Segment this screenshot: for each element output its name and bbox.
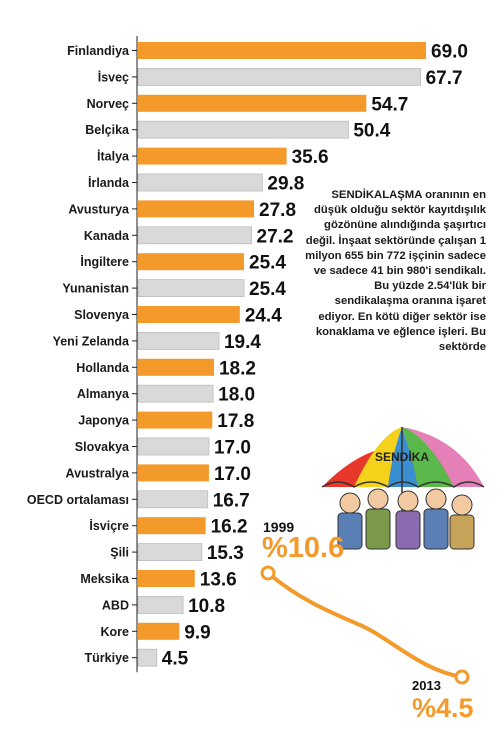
- value-label: 9.9: [184, 622, 210, 643]
- bar: [137, 68, 421, 86]
- category-label: Meksika: [80, 572, 130, 586]
- bar: [138, 622, 180, 640]
- value-label: 25.4: [249, 279, 286, 300]
- bar: [138, 570, 195, 587]
- annotation-text: SENDİKALAŞMA oranının en düşük olduğu se…: [300, 188, 486, 355]
- value-label: 50.4: [353, 121, 390, 142]
- bar: [137, 331, 220, 350]
- category-label: Avustralya: [66, 466, 131, 480]
- value-label: 67.7: [426, 68, 463, 89]
- bar: [137, 279, 245, 298]
- bar: [138, 200, 255, 218]
- bar: [138, 306, 240, 323]
- category-label: Norveç: [87, 97, 129, 111]
- value-label: 17.0: [214, 438, 251, 459]
- category-label: Türkiye: [85, 651, 130, 665]
- value-label: 15.3: [207, 543, 244, 564]
- category-label: Finlandiya: [67, 44, 130, 58]
- value-label: 54.7: [371, 94, 408, 115]
- bar: [137, 648, 158, 667]
- bar: [137, 173, 263, 192]
- trend-end-year: 2013: [412, 678, 441, 693]
- workers-group: [337, 488, 475, 550]
- category-label: Slovenya: [74, 308, 130, 322]
- category-label: İsviçre: [89, 518, 129, 533]
- bar: [137, 226, 252, 245]
- value-label: 35.6: [292, 147, 329, 168]
- category-label: Yeni Zelanda: [53, 334, 130, 348]
- category-label: Şili: [110, 546, 129, 560]
- trend-start-value: %10.6: [262, 532, 345, 564]
- value-label: 27.8: [259, 200, 296, 221]
- bar: [138, 253, 245, 271]
- value-label: 17.0: [214, 464, 251, 485]
- category-label: İrlanda: [88, 175, 130, 190]
- category-label: Kanada: [84, 229, 130, 243]
- annotation-body: oranının en düşük olduğu sektör kayıtdış…: [305, 189, 486, 354]
- category-label: İtalya: [97, 149, 130, 164]
- bar: [138, 94, 367, 112]
- umbrella-illustration: SENDİKA: [321, 427, 485, 550]
- category-label: ABD: [102, 598, 129, 612]
- value-label: 27.2: [257, 226, 294, 247]
- bar: [137, 384, 214, 403]
- bar: [138, 464, 209, 482]
- umbrella-canopy: [321, 427, 485, 545]
- category-label: Yunanistan: [62, 282, 129, 296]
- category-label: Almanya: [77, 387, 130, 401]
- value-label: 17.8: [217, 411, 254, 432]
- annotation-lead: SENDİKALAŞMA: [331, 189, 422, 201]
- bar: [137, 543, 203, 561]
- bar: [137, 596, 184, 614]
- bar: [138, 147, 287, 165]
- value-label: 4.5: [162, 649, 189, 670]
- umbrella-label: SENDİKA: [375, 449, 429, 464]
- value-label: 18.2: [219, 358, 256, 379]
- value-label: 19.4: [224, 332, 261, 353]
- value-label: 25.4: [249, 253, 286, 274]
- value-label: 29.8: [267, 174, 304, 195]
- bar: [138, 358, 214, 376]
- bar: [137, 490, 209, 509]
- value-label: 16.7: [213, 490, 250, 511]
- category-label: Avusturya: [68, 202, 130, 216]
- value-label: 69.0: [431, 42, 468, 63]
- bar: [138, 517, 206, 535]
- category-label: Japonya: [78, 414, 130, 428]
- bar: [138, 42, 426, 59]
- category-label: OECD ortalaması: [27, 493, 129, 507]
- value-label: 16.2: [211, 517, 248, 538]
- value-label: 18.0: [218, 385, 255, 406]
- bar: [138, 411, 213, 429]
- category-label: Belçika: [85, 123, 130, 137]
- bar: [137, 120, 349, 139]
- value-label: 13.6: [200, 570, 237, 591]
- value-label: 10.8: [188, 596, 225, 617]
- category-label: Hollanda: [76, 361, 130, 375]
- value-label: 24.4: [245, 306, 282, 327]
- category-label: İngiltere: [80, 254, 129, 269]
- trend-start-year: 1999: [263, 519, 295, 535]
- trend-end-value: %4.5: [412, 693, 474, 723]
- bar: [137, 437, 210, 456]
- category-label: İsveç: [98, 69, 129, 84]
- category-label: Slovakya: [75, 440, 130, 454]
- category-label: Kore: [101, 625, 130, 639]
